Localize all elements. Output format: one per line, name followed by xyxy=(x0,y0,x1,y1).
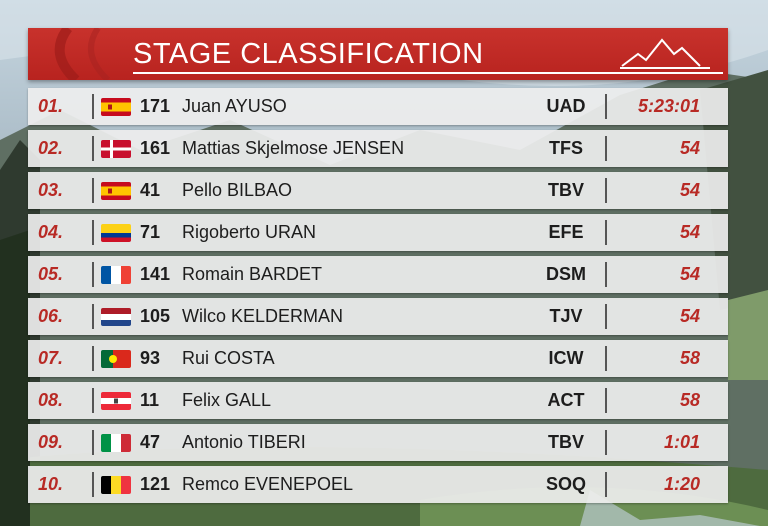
team-code: EFE xyxy=(548,222,584,242)
rank-label: 04. xyxy=(38,222,64,242)
flag-denmark-icon xyxy=(101,140,131,158)
bib-number: 121 xyxy=(140,474,171,494)
table-row: 10. 121 Remco EVENEPOEL SOQ 1:20 xyxy=(28,466,728,503)
table-row: 09. 47 Antonio TIBERI TBV 1:01 xyxy=(28,424,728,461)
time-gap: 1:01 xyxy=(663,432,700,452)
divider xyxy=(605,388,607,413)
time-gap: 1:20 xyxy=(663,474,700,494)
team-code: TJV xyxy=(549,306,583,326)
bib-number: 47 xyxy=(140,432,161,452)
table-row: 02. 161 Mattias Skjelmose JENSEN TFS 54 xyxy=(28,130,728,167)
rider-name: Remco EVENEPOEL xyxy=(182,474,354,494)
divider xyxy=(605,178,607,203)
bib-number: 161 xyxy=(140,138,171,158)
rank-label: 09. xyxy=(38,432,64,452)
time-gap: 58 xyxy=(679,390,700,410)
divider xyxy=(92,472,94,497)
rank-label: 03. xyxy=(38,180,64,200)
table-row: 07. 93 Rui COSTA ICW 58 xyxy=(28,340,728,377)
team-code: SOQ xyxy=(545,474,586,494)
bib-number: 93 xyxy=(140,348,161,368)
rider-name: Juan AYUSO xyxy=(182,96,287,116)
mountain-peaks-icon xyxy=(620,38,710,69)
flag-spain-icon xyxy=(101,182,131,200)
rank-label: 10. xyxy=(38,474,64,494)
table-row: 08. 11 Felix GALL ACT 58 xyxy=(28,382,728,419)
divider xyxy=(605,136,607,161)
rank-label: 02. xyxy=(38,138,64,158)
team-code: UAD xyxy=(546,96,586,116)
divider xyxy=(92,262,94,287)
flag-spain-icon xyxy=(101,98,131,116)
bib-number: 41 xyxy=(140,180,161,200)
team-code: ICW xyxy=(548,348,584,368)
time-gap: 54 xyxy=(679,138,700,158)
time-gap: 54 xyxy=(679,306,700,326)
divider xyxy=(605,262,607,287)
rank-label: 01. xyxy=(38,96,64,116)
team-code: TBV xyxy=(548,432,584,452)
rank-label: 07. xyxy=(38,348,64,368)
divider xyxy=(605,472,607,497)
rider-name: Rigoberto URAN xyxy=(182,222,317,242)
table-row: 06. 105 Wilco KELDERMAN TJV 54 xyxy=(28,298,728,335)
rider-name: Felix GALL xyxy=(182,390,272,410)
divider xyxy=(605,220,607,245)
rider-name: Rui COSTA xyxy=(182,348,275,368)
time-gap: 54 xyxy=(679,264,700,284)
classification-header: STAGE CLASSIFICATION xyxy=(28,28,728,80)
divider xyxy=(605,94,607,119)
team-code: TFS xyxy=(549,138,583,158)
header-underline xyxy=(133,72,723,74)
table-row: 03. 41 Pello BILBAO TBV 54 xyxy=(28,172,728,209)
divider xyxy=(605,346,607,371)
divider xyxy=(605,430,607,455)
divider xyxy=(92,94,94,119)
time-gap: 5:23:01 xyxy=(637,96,700,116)
flag-italy-icon xyxy=(101,434,131,452)
page-title: STAGE CLASSIFICATION xyxy=(133,38,484,70)
bib-number: 11 xyxy=(140,390,160,410)
bib-number: 71 xyxy=(140,222,161,242)
flag-portugal-icon xyxy=(101,350,131,368)
divider xyxy=(92,178,94,203)
time-gap: 58 xyxy=(679,348,700,368)
divider xyxy=(92,136,94,161)
divider xyxy=(92,220,94,245)
table-row: 01. 171 Juan AYUSO UAD 5:23:01 xyxy=(28,88,728,125)
flag-colombia-icon xyxy=(101,224,131,242)
divider xyxy=(92,430,94,455)
team-code: TBV xyxy=(548,180,584,200)
rank-label: 05. xyxy=(38,264,64,284)
divider xyxy=(605,304,607,329)
table-row: 04. 71 Rigoberto URAN EFE 54 xyxy=(28,214,728,251)
team-code: DSM xyxy=(546,264,586,284)
bib-number: 105 xyxy=(140,306,171,326)
time-gap: 54 xyxy=(679,180,700,200)
rider-name: Romain BARDET xyxy=(182,264,323,284)
rider-name: Pello BILBAO xyxy=(182,180,293,200)
time-gap: 54 xyxy=(679,222,700,242)
bib-number: 171 xyxy=(140,96,171,116)
rank-label: 08. xyxy=(38,390,64,410)
divider xyxy=(92,346,94,371)
rider-name: Antonio TIBERI xyxy=(182,432,306,452)
bib-number: 141 xyxy=(140,264,171,284)
header-decoration-icon xyxy=(54,28,111,80)
flag-netherlands-icon xyxy=(101,308,131,326)
rider-name: Wilco KELDERMAN xyxy=(182,306,344,326)
rider-name: Mattias Skjelmose JENSEN xyxy=(182,138,405,158)
flag-france-icon xyxy=(101,266,131,284)
team-code: ACT xyxy=(547,390,585,410)
table-row: 05. 141 Romain BARDET DSM 54 xyxy=(28,256,728,293)
flag-belgium-icon xyxy=(101,476,131,494)
flag-austria-icon xyxy=(101,392,131,410)
divider xyxy=(92,388,94,413)
divider xyxy=(92,304,94,329)
rank-label: 06. xyxy=(38,306,64,326)
